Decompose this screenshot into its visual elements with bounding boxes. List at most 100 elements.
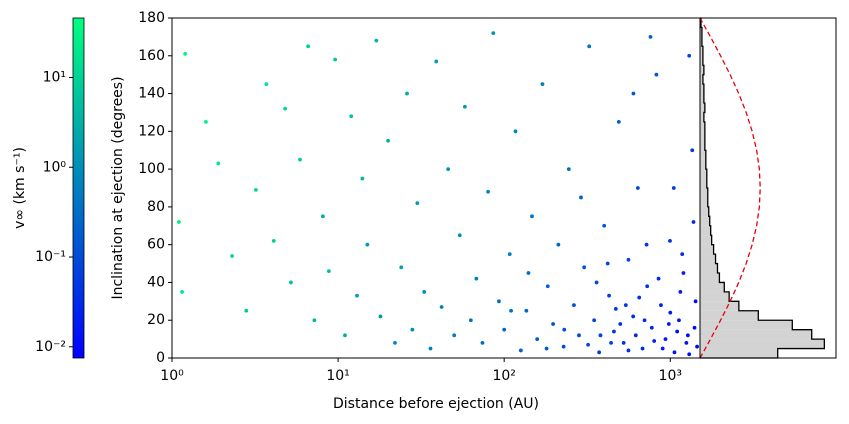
scatter-point	[642, 318, 647, 323]
histogram-bar	[700, 348, 778, 358]
scatter-point	[518, 348, 523, 353]
histogram-bar	[700, 225, 711, 236]
scatter-point	[349, 114, 354, 119]
scatter-point	[486, 189, 490, 194]
histogram-bar	[700, 216, 710, 226]
scatter-point	[544, 346, 549, 351]
scatter-point	[687, 352, 692, 357]
scatter-point	[386, 138, 390, 143]
histogram-bar	[700, 244, 714, 255]
scatter-point	[333, 57, 338, 62]
scatter-point	[415, 201, 420, 206]
histogram-bar	[700, 55, 703, 66]
colorbar	[72, 17, 85, 359]
scatter-point	[592, 318, 597, 323]
x-tick-label: 10²	[492, 368, 515, 384]
histogram-bar	[700, 159, 706, 170]
scatter-point	[690, 148, 695, 153]
scatter-point	[640, 346, 645, 351]
histogram-bar	[700, 84, 704, 94]
histogram-bar	[700, 273, 720, 283]
colorbar-label: v∞ (km s⁻¹)	[12, 147, 28, 229]
scatter-point	[631, 91, 636, 96]
histogram-bar	[700, 339, 825, 349]
histogram-bar	[700, 65, 704, 75]
scatter-point	[678, 289, 683, 294]
scatter-point	[605, 261, 610, 266]
scatter-point	[680, 252, 685, 257]
histogram-bar	[700, 329, 812, 340]
histogram-bar	[700, 178, 707, 188]
histogram-bar	[700, 263, 718, 273]
scatter-point	[468, 318, 473, 323]
y-tick-label: 20	[147, 312, 165, 328]
histogram-bar	[700, 206, 709, 217]
histogram-bar	[700, 188, 708, 198]
scatter-point	[320, 214, 325, 219]
scatter-point	[428, 346, 433, 351]
scatter-point	[524, 308, 529, 313]
scatter-point	[378, 314, 383, 319]
scatter-point	[360, 176, 365, 181]
scatter-point	[530, 214, 534, 219]
histogram-outline	[700, 17, 825, 359]
scatter-point	[254, 187, 258, 192]
scatter-point	[204, 119, 208, 124]
scatter-point	[509, 308, 513, 313]
axes-frame	[171, 17, 701, 359]
scatter-point	[594, 280, 599, 285]
scatter-point	[621, 340, 626, 345]
scatter-point	[635, 186, 640, 190]
scatter-point	[439, 305, 444, 309]
histogram-bar	[700, 121, 705, 132]
colorbar-tick-label: 10¹	[43, 69, 66, 85]
histogram-bar	[700, 282, 725, 292]
scatter-point	[691, 220, 696, 224]
scatter-point	[180, 289, 184, 294]
scatter-point	[579, 195, 583, 200]
scatter-point	[582, 265, 587, 270]
scatter-point	[609, 340, 613, 345]
scatter-point	[675, 329, 680, 334]
scatter-point	[626, 348, 631, 353]
scatter-point	[365, 242, 370, 247]
scatter-point	[374, 38, 379, 43]
scatter-point	[422, 289, 427, 294]
scatter-point	[343, 333, 347, 338]
scatter-point	[649, 325, 654, 330]
scatter-point	[637, 295, 642, 300]
scatter-point	[660, 346, 665, 351]
scatter-point	[306, 44, 311, 49]
scatter-point	[176, 220, 181, 224]
scatter-point	[526, 271, 531, 275]
scatter-point	[540, 82, 545, 87]
scatter-point	[656, 276, 661, 281]
scatter-point	[271, 238, 276, 243]
scatter-point	[183, 51, 188, 56]
histogram-bar	[700, 131, 705, 141]
histogram-bar	[700, 27, 702, 37]
y-tick-label: 60	[147, 237, 165, 253]
scatter-point	[264, 82, 269, 87]
plot-area: 0 20 40 60 80 100 120 140 160 180 10⁰ 10¹ 10² 10³ 10⁻²…	[35, 10, 837, 384]
scatter-point	[561, 344, 566, 349]
scatter-point	[631, 314, 636, 319]
scatter-point	[684, 340, 689, 345]
scatter-point	[623, 303, 628, 308]
x-axis-label: Distance before ejection (AU)	[333, 396, 539, 412]
scatter-point	[399, 265, 404, 270]
scatter-point	[562, 327, 567, 332]
scatter-point	[474, 276, 479, 281]
scatter-point	[652, 339, 657, 343]
scatter-point	[695, 344, 699, 349]
scatter-point	[668, 238, 672, 243]
scatter-point	[566, 167, 571, 172]
scatter-point	[434, 59, 439, 64]
y-tick-label: 0	[156, 350, 165, 366]
histogram-bar	[700, 103, 705, 113]
scatter-point	[502, 327, 507, 332]
scatter-point	[497, 299, 501, 304]
scatter-point	[283, 106, 288, 111]
y-tick-label: 100	[138, 161, 165, 177]
